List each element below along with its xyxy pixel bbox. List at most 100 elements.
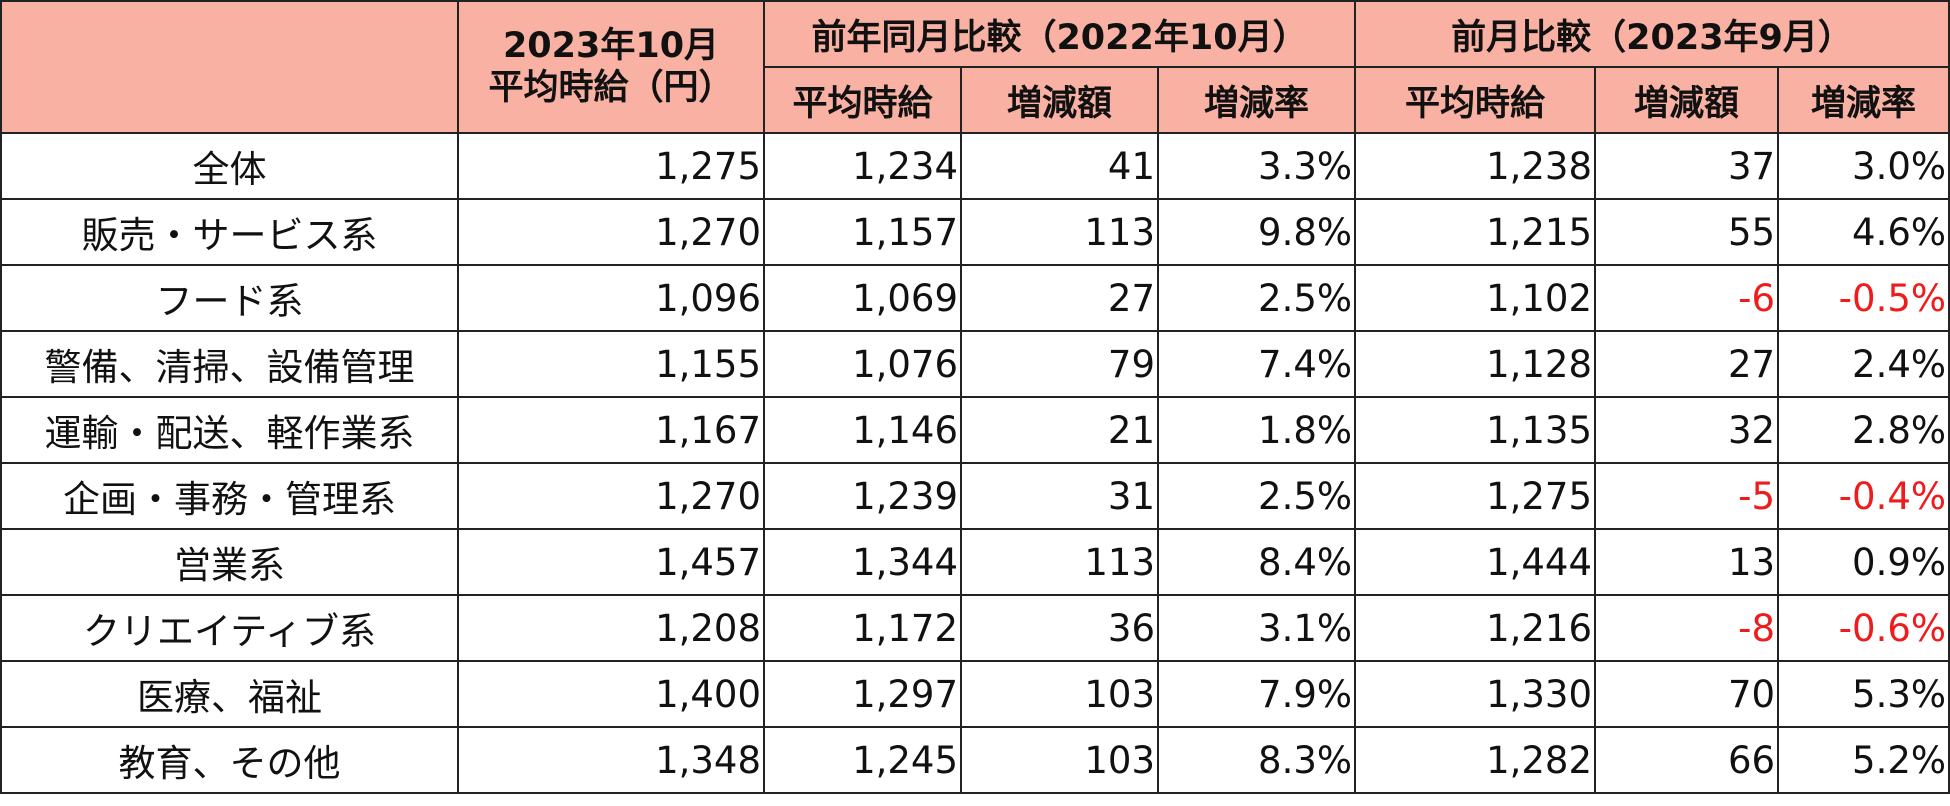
header-row-top: 2023年10月 平均時給（円） 前年同月比較（2022年10月） 前月比較（2… (0, 0, 1950, 134)
cell-current-wage: 1,457 (457, 528, 765, 596)
cell-yoy-change-rate: 3.1% (1156, 594, 1357, 662)
header-mom-avg-wage: 平均時給 (1354, 66, 1597, 134)
cell-yoy-change-amount: 27 (960, 264, 1159, 332)
cell-yoy-change-amount: 113 (960, 528, 1159, 596)
cell-mom-change-rate: 2.4% (1777, 330, 1950, 398)
cell-current-wage: 1,208 (457, 594, 765, 662)
cell-yoy-avg-wage: 1,076 (763, 330, 962, 398)
cell-yoy-change-amount: 103 (960, 660, 1159, 728)
cell-category: 教育、その他 (0, 726, 459, 794)
table-row: クリエイティブ系 1,208 1,172 36 3.1% 1,216 -8 -0.6% (0, 594, 1950, 662)
cell-current-wage: 1,270 (457, 462, 765, 530)
cell-mom-change-amount: 32 (1594, 396, 1780, 464)
table-row: 医療、福祉 1,400 1,297 103 7.9% 1,330 70 5.3% (0, 660, 1950, 728)
cell-yoy-avg-wage: 1,069 (763, 264, 962, 332)
cell-category: 警備、清掃、設備管理 (0, 330, 459, 398)
cell-category: 販売・サービス系 (0, 198, 459, 266)
cell-yoy-change-rate: 8.3% (1156, 726, 1357, 794)
cell-mom-change-rate: 3.0% (1777, 132, 1950, 200)
cell-mom-change-amount: 70 (1594, 660, 1780, 728)
cell-mom-change-rate: -0.4% (1777, 462, 1950, 530)
cell-yoy-change-amount: 36 (960, 594, 1159, 662)
cell-mom-change-amount: -6 (1594, 264, 1780, 332)
cell-yoy-change-amount: 41 (960, 132, 1159, 200)
table-row: フード系 1,096 1,069 27 2.5% 1,102 -6 -0.5% (0, 264, 1950, 332)
cell-current-wage: 1,155 (457, 330, 765, 398)
cell-mom-avg-wage: 1,330 (1354, 660, 1597, 728)
cell-mom-avg-wage: 1,275 (1354, 462, 1597, 530)
cell-mom-avg-wage: 1,216 (1354, 594, 1597, 662)
cell-mom-change-rate: 5.2% (1777, 726, 1950, 794)
cell-yoy-avg-wage: 1,172 (763, 594, 962, 662)
cell-yoy-avg-wage: 1,157 (763, 198, 962, 266)
cell-mom-change-amount: -8 (1594, 594, 1780, 662)
cell-yoy-change-amount: 103 (960, 726, 1159, 794)
cell-yoy-change-amount: 79 (960, 330, 1159, 398)
cell-current-wage: 1,270 (457, 198, 765, 266)
cell-yoy-avg-wage: 1,146 (763, 396, 962, 464)
cell-yoy-change-rate: 8.4% (1156, 528, 1357, 596)
cell-mom-avg-wage: 1,238 (1354, 132, 1597, 200)
cell-mom-change-amount: -5 (1594, 462, 1780, 530)
table-body: 全体 1,275 1,234 41 3.3% 1,238 37 3.0% 販売・サービス系 1,2… (0, 132, 1950, 794)
header-mom-change-amount: 増減額 (1594, 66, 1780, 134)
cell-category: 企画・事務・管理系 (0, 462, 459, 530)
cell-mom-change-amount: 55 (1594, 198, 1780, 266)
header-yoy-change-amount: 増減額 (960, 66, 1159, 134)
cell-yoy-change-rate: 7.4% (1156, 330, 1357, 398)
cell-current-wage: 1,096 (457, 264, 765, 332)
cell-category: フード系 (0, 264, 459, 332)
cell-mom-change-amount: 37 (1594, 132, 1780, 200)
cell-category: 医療、福祉 (0, 660, 459, 728)
table-row: 販売・サービス系 1,270 1,157 113 9.8% 1,215 55 4.6% (0, 198, 1950, 266)
header-current-wage-line1: 2023年10月 (502, 26, 720, 66)
cell-mom-avg-wage: 1,102 (1354, 264, 1597, 332)
cell-mom-change-rate: -0.5% (1777, 264, 1950, 332)
cell-category: 営業系 (0, 528, 459, 596)
header-row-sub: 平均時給 増減額 増減率 平均時給 増減額 増減率 (1, 66, 1950, 134)
header-yoy-change-rate: 増減率 (1156, 66, 1357, 134)
cell-mom-avg-wage: 1,282 (1354, 726, 1597, 794)
cell-mom-change-amount: 27 (1594, 330, 1780, 398)
cell-mom-avg-wage: 1,128 (1354, 330, 1597, 398)
cell-yoy-change-rate: 3.3% (1156, 132, 1357, 200)
cell-mom-avg-wage: 1,444 (1354, 528, 1597, 596)
cell-mom-change-rate: 2.8% (1777, 396, 1950, 464)
header-current-wage: 2023年10月 平均時給（円） (457, 0, 765, 134)
cell-mom-change-amount: 66 (1594, 726, 1780, 794)
cell-mom-avg-wage: 1,135 (1354, 396, 1597, 464)
header-group-mom: 前月比較（2023年9月） (1354, 0, 1950, 68)
header-current-wage-line2: 平均時給（円） (488, 68, 734, 108)
cell-yoy-avg-wage: 1,297 (763, 660, 962, 728)
cell-mom-change-rate: 0.9% (1777, 528, 1950, 596)
header-yoy-avg-wage: 平均時給 (763, 66, 962, 134)
cell-current-wage: 1,400 (457, 660, 765, 728)
cell-mom-change-rate: -0.6% (1777, 594, 1950, 662)
cell-yoy-change-rate: 7.9% (1156, 660, 1357, 728)
cell-category: クリエイティブ系 (0, 594, 459, 662)
cell-yoy-avg-wage: 1,245 (763, 726, 962, 794)
cell-current-wage: 1,275 (457, 132, 765, 200)
table-row: 警備、清掃、設備管理 1,155 1,076 79 7.4% 1,128 27 2.4% (0, 330, 1950, 398)
table-row: 全体 1,275 1,234 41 3.3% 1,238 37 3.0% (0, 132, 1950, 200)
table-row: 教育、その他 1,348 1,245 103 8.3% 1,282 66 5.2% (0, 726, 1950, 794)
cell-mom-change-rate: 5.3% (1777, 660, 1950, 728)
table-row: 運輸・配送、軽作業系 1,167 1,146 21 1.8% 1,135 32 2.8% (0, 396, 1950, 464)
cell-yoy-avg-wage: 1,344 (763, 528, 962, 596)
table-row: 営業系 1,457 1,344 113 8.4% 1,444 13 0.9% (0, 528, 1950, 596)
cell-yoy-change-rate: 2.5% (1156, 264, 1357, 332)
cell-category: 全体 (0, 132, 459, 200)
cell-yoy-change-rate: 2.5% (1156, 462, 1357, 530)
cell-current-wage: 1,348 (457, 726, 765, 794)
header-mom-change-rate: 増減率 (1777, 66, 1950, 134)
cell-category: 運輸・配送、軽作業系 (0, 396, 459, 464)
cell-yoy-avg-wage: 1,234 (763, 132, 962, 200)
cell-yoy-change-rate: 9.8% (1156, 198, 1357, 266)
table-row: 企画・事務・管理系 1,270 1,239 31 2.5% 1,275 -5 -0.4% (0, 462, 1950, 530)
cell-mom-avg-wage: 1,215 (1354, 198, 1597, 266)
cell-yoy-change-amount: 113 (960, 198, 1159, 266)
header-category-blank (0, 0, 459, 134)
cell-yoy-change-amount: 21 (960, 396, 1159, 464)
cell-mom-change-rate: 4.6% (1777, 198, 1950, 266)
